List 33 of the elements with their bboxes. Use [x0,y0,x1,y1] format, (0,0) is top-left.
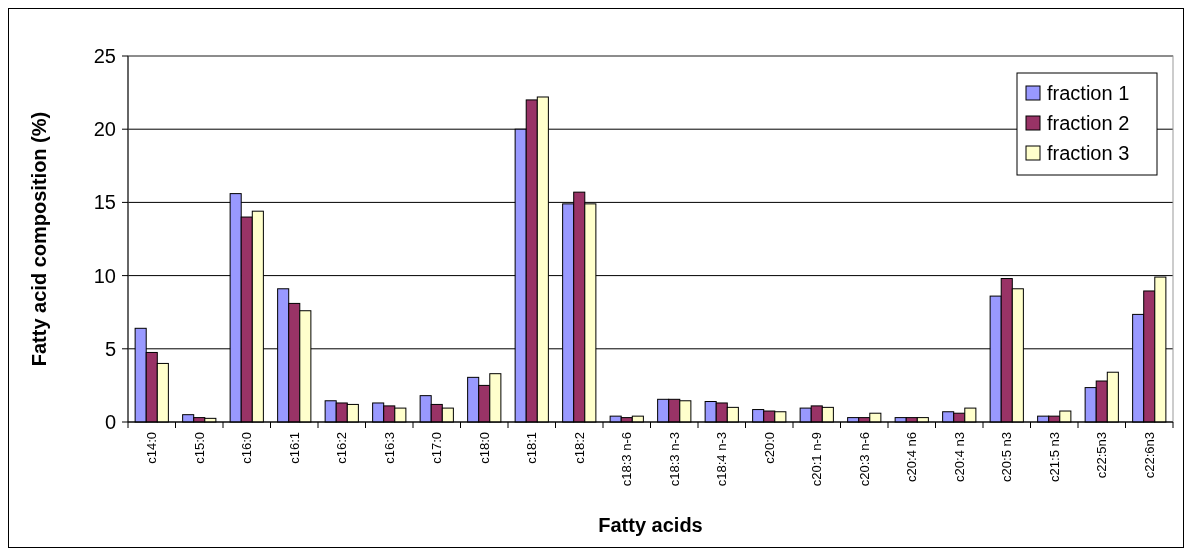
y-tick-label: 25 [93,45,116,67]
x-tick-label: c18:2 [571,432,587,464]
x-tick-label: c15:0 [191,432,207,464]
legend-label: fraction 2 [1047,112,1130,134]
x-tick-label: c20:3 n-6 [856,432,872,487]
x-tick-label: c18:4 n-3 [714,432,730,487]
x-tick-label: c14:0 [144,432,160,464]
y-tick-label: 20 [93,118,116,141]
legend-label: fraction 3 [1047,142,1130,164]
y-tick-label: 5 [104,337,116,360]
legend-label: fraction 1 [1047,82,1130,104]
x-tick-label: c18:3 n-3 [666,432,682,487]
x-tick-label: c20:4 n3 [951,432,967,482]
y-tick-label: 10 [93,264,116,287]
x-tick-label: c21:5 n3 [1046,432,1062,482]
x-tick-label: c20:1 n-9 [809,432,825,487]
x-tick-label: c16:3 [381,432,397,464]
x-tick-label: c18:3 n-6 [619,432,635,487]
y-tick-label: 15 [93,191,116,214]
x-tick-label: c22:5n3 [1094,432,1110,479]
x-tick-label: c16:2 [334,432,350,464]
x-tick-label: c20:4 n6 [904,432,920,482]
x-tick-label: c20:5 n3 [999,432,1015,482]
y-tick-label: 0 [104,411,116,433]
x-tick-label: c22:6n3 [1141,432,1157,479]
x-tick-label: c18:0 [476,432,492,464]
x-tick-label: c20:0 [761,432,777,464]
y-axis-title: Fatty acid composition (%) [28,111,50,367]
x-tick-label: c16:0 [239,432,255,464]
x-tick-label: c17:0 [429,432,445,464]
x-axis-title: Fatty acids [598,514,703,536]
x-tick-label: c16:1 [286,432,302,464]
x-tick-label: c18:1 [524,432,540,464]
